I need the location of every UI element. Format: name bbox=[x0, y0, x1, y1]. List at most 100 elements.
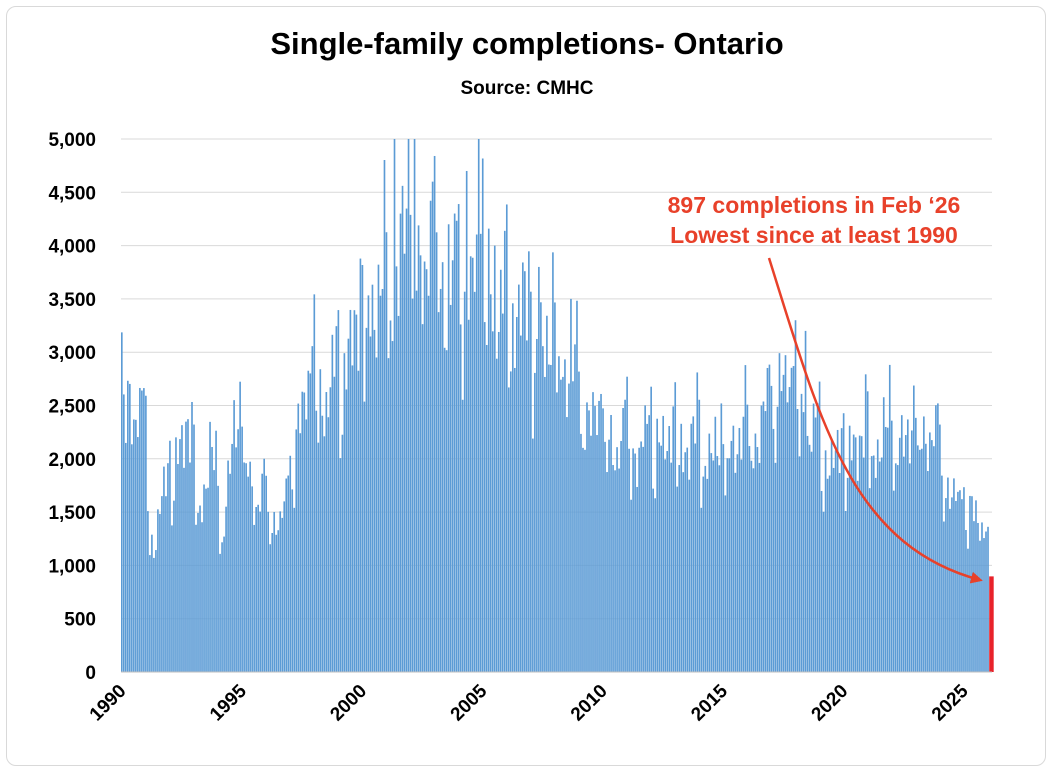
bar bbox=[866, 391, 869, 672]
bar bbox=[812, 403, 815, 672]
bar bbox=[720, 403, 723, 672]
annotation-arrow bbox=[767, 257, 983, 584]
bar bbox=[943, 521, 945, 672]
bar bbox=[307, 370, 310, 672]
bar bbox=[744, 365, 747, 672]
bar bbox=[479, 233, 482, 672]
bar bbox=[658, 442, 660, 672]
bar bbox=[289, 455, 292, 672]
bar bbox=[209, 421, 211, 672]
bar bbox=[718, 465, 721, 672]
bar bbox=[945, 498, 947, 672]
bar bbox=[125, 442, 127, 672]
bar bbox=[800, 393, 803, 672]
bar bbox=[878, 461, 881, 672]
bar bbox=[509, 371, 512, 672]
bar bbox=[590, 435, 592, 672]
bar bbox=[814, 417, 817, 672]
bar bbox=[808, 444, 811, 672]
bar bbox=[560, 379, 562, 672]
bar bbox=[417, 225, 420, 672]
x-tick-label: 2025 bbox=[928, 680, 973, 725]
bar bbox=[602, 408, 604, 672]
bar bbox=[407, 139, 410, 672]
bar bbox=[247, 476, 249, 672]
bar bbox=[917, 445, 919, 672]
bar bbox=[143, 388, 145, 672]
bar bbox=[287, 475, 290, 672]
bar bbox=[383, 160, 386, 672]
bar bbox=[137, 437, 139, 672]
bar bbox=[135, 419, 137, 672]
bar bbox=[293, 507, 296, 672]
bar bbox=[588, 410, 590, 672]
bar bbox=[678, 465, 681, 672]
bar bbox=[632, 448, 634, 672]
bar bbox=[682, 472, 685, 672]
bar bbox=[253, 524, 255, 672]
bar bbox=[850, 460, 853, 672]
bar bbox=[131, 444, 133, 672]
bar bbox=[223, 536, 225, 672]
bar bbox=[782, 374, 785, 672]
bar bbox=[620, 440, 622, 672]
bar bbox=[874, 477, 877, 672]
y-tick-label: 3,000 bbox=[48, 343, 96, 364]
bar bbox=[349, 309, 352, 672]
bar bbox=[612, 465, 614, 672]
bar bbox=[536, 338, 538, 672]
bar bbox=[528, 251, 530, 672]
bar bbox=[409, 214, 412, 673]
bar bbox=[708, 433, 711, 672]
bar bbox=[463, 291, 466, 672]
bar bbox=[598, 400, 600, 672]
bar bbox=[389, 320, 392, 672]
bar bbox=[171, 525, 173, 672]
bar bbox=[363, 401, 366, 672]
bar bbox=[732, 425, 735, 672]
bar bbox=[592, 392, 594, 672]
bar bbox=[712, 460, 715, 672]
bar bbox=[546, 315, 548, 672]
bar bbox=[225, 506, 227, 672]
bar bbox=[361, 265, 364, 672]
bar bbox=[792, 366, 795, 672]
bar bbox=[578, 371, 580, 672]
bar bbox=[600, 393, 602, 672]
bar bbox=[900, 415, 903, 672]
bar bbox=[435, 232, 438, 672]
bar bbox=[227, 460, 229, 672]
bar bbox=[981, 522, 983, 672]
bar bbox=[856, 480, 859, 672]
x-tick-label: 1990 bbox=[86, 681, 131, 726]
annotation-line-1: 897 completions in Feb ‘26 bbox=[668, 192, 961, 218]
bar bbox=[191, 401, 193, 672]
bar bbox=[568, 383, 570, 672]
bar bbox=[844, 511, 847, 672]
bar bbox=[471, 257, 474, 672]
bar bbox=[369, 336, 372, 672]
bar bbox=[147, 511, 149, 672]
bar bbox=[341, 434, 344, 672]
bar bbox=[886, 427, 889, 672]
bar bbox=[269, 544, 272, 672]
bar bbox=[544, 376, 546, 672]
bar bbox=[211, 446, 213, 672]
bar bbox=[790, 367, 793, 672]
bar bbox=[826, 478, 829, 672]
bar bbox=[784, 355, 787, 672]
bar bbox=[165, 496, 167, 672]
bar bbox=[317, 442, 320, 672]
bar bbox=[205, 488, 207, 672]
bar bbox=[499, 269, 502, 672]
bar bbox=[574, 344, 576, 672]
bar bbox=[153, 557, 155, 672]
bar bbox=[947, 477, 949, 672]
bar bbox=[215, 430, 217, 672]
bar bbox=[742, 416, 745, 672]
bar bbox=[696, 372, 699, 672]
bar bbox=[676, 486, 679, 672]
bar bbox=[822, 511, 825, 672]
bar bbox=[975, 500, 977, 672]
bar bbox=[279, 511, 282, 672]
